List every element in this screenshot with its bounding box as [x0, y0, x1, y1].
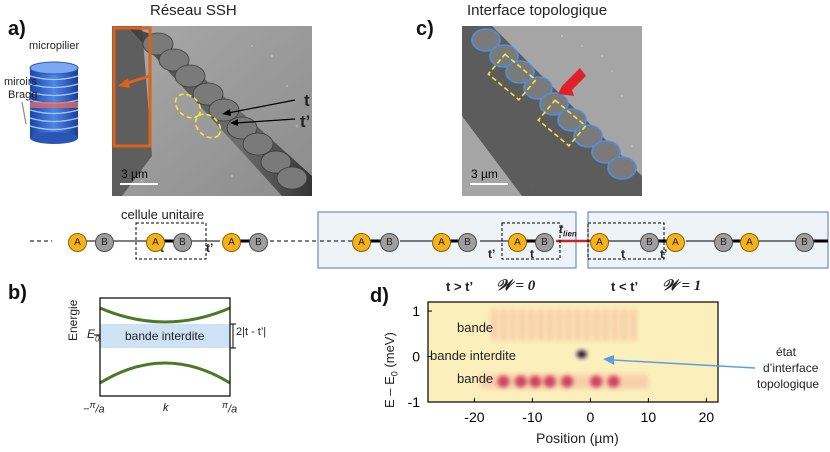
x-tick-label: 10 [641, 409, 657, 425]
band-stripe [538, 308, 544, 341]
mirror-label-1: miroirs [4, 76, 37, 88]
unit-cell-label: cellule unitaire [121, 207, 205, 222]
chain-c-t-right: t [621, 247, 625, 261]
panel-a-title: Réseau SSH [150, 2, 237, 19]
band-stripe [612, 308, 618, 341]
x-mid-label: k [163, 402, 169, 414]
left-condition: t > t’ [446, 279, 474, 294]
chain-tprime: t’ [206, 241, 214, 255]
hopping-arrows [222, 99, 296, 126]
band-spot [543, 375, 556, 388]
panel-c-title: Interface topologique [467, 2, 608, 19]
energy-axis-label: Energie [66, 299, 80, 341]
gap-label-d: bande interdite [430, 348, 517, 363]
panel-a-label: a) [8, 18, 26, 40]
band-stripe [621, 308, 627, 341]
site-b: B [380, 233, 399, 252]
band-diagram [94, 297, 236, 397]
site-b: B [249, 233, 268, 252]
y-tick-label: 1 [412, 303, 420, 319]
interface-state-spot [576, 350, 587, 359]
heatmap-plot: -20 -10 0 10 20 -101 [408, 301, 719, 425]
site-b: B [795, 233, 814, 252]
left-winding: 𝒲 = 0 [496, 278, 536, 294]
band-stripe [566, 308, 572, 341]
band-spot [529, 375, 542, 388]
y-tick-label: -1 [408, 394, 421, 410]
link-hopping: tlien [559, 222, 577, 239]
hopping-tprime: t’ [300, 112, 311, 131]
annotation-line2: d’interface [763, 361, 819, 375]
band-spot [497, 375, 510, 388]
annotation-line3: topologique [757, 377, 820, 391]
site-a: A [740, 233, 759, 252]
band-spot [607, 375, 620, 388]
panel-c-label: c) [416, 18, 434, 40]
site-a: A [666, 233, 685, 252]
panel-b-label: b) [8, 282, 27, 304]
panel-d-label: d) [370, 285, 389, 307]
annotation-arrow [603, 355, 756, 369]
site-a: A [590, 233, 609, 252]
band-top-label: bande [457, 320, 494, 335]
y-axis-label: E – E0 (meV) [382, 332, 400, 408]
site-b: B [95, 233, 114, 252]
band-stripe [528, 308, 534, 341]
gap-width-label: 2|t - t’| [236, 326, 267, 338]
x-tick-label: 0 [587, 409, 595, 425]
site-b: B [458, 233, 477, 252]
x-left-label: −π/a [83, 400, 105, 416]
site-b: B [535, 233, 554, 252]
mirror-arrow [21, 101, 27, 125]
band-spot [590, 375, 603, 388]
lower-band-spots [497, 350, 620, 388]
band-stripe [491, 308, 497, 341]
x-tick-label: -20 [464, 409, 484, 425]
band-stripe [519, 308, 525, 341]
band-stripe [593, 308, 599, 341]
site-b: B [640, 233, 659, 252]
band-stripe [547, 308, 553, 341]
site-a: A [508, 233, 527, 252]
x-tick-label: -10 [522, 409, 542, 425]
band-bottom-label: bande [457, 371, 494, 386]
band-stripe [510, 308, 516, 341]
micropillar-label: micropilier [29, 40, 80, 52]
chain-c-tprime-left: t’ [488, 247, 496, 261]
sem-image-ssh [112, 26, 312, 196]
site-a: A [146, 233, 165, 252]
site-b: B [173, 233, 192, 252]
x-right-label: π/a [222, 400, 238, 416]
scalebar-a: 3 µm [121, 167, 148, 181]
x-axis-label: Position (µm) [536, 430, 619, 446]
right-condition: t < t’ [611, 279, 639, 294]
band-spot [514, 375, 527, 388]
band-stripe [631, 308, 636, 341]
scalebar-c: 3 µm [471, 167, 498, 181]
band-stripe [603, 308, 609, 341]
y-tick-label: 0 [412, 349, 420, 365]
site-a: A [222, 233, 241, 252]
chain-c-t-left: t [530, 247, 534, 261]
site-a: A [432, 233, 451, 252]
band-stripe [501, 308, 507, 341]
e0-label: E0 [87, 327, 100, 344]
micropillar-illustration [29, 61, 79, 144]
right-winding: 𝒲 = 1 [662, 278, 702, 294]
sem-image-interface [462, 26, 642, 196]
band-spot [561, 375, 574, 388]
site-a: A [68, 233, 87, 252]
band-stripe [575, 308, 581, 341]
band-stripe [584, 308, 590, 341]
site-a: A [352, 233, 371, 252]
chain-c-tprime-right: t’ [660, 247, 668, 261]
gap-label-b: bande interdite [125, 329, 205, 343]
site-b: B [714, 233, 733, 252]
band-stripe [556, 308, 562, 341]
annotation-line1: état [776, 345, 797, 359]
hopping-t: t [304, 91, 310, 110]
mirror-label-2: Bragg [8, 89, 38, 101]
x-tick-label: 20 [699, 409, 715, 425]
